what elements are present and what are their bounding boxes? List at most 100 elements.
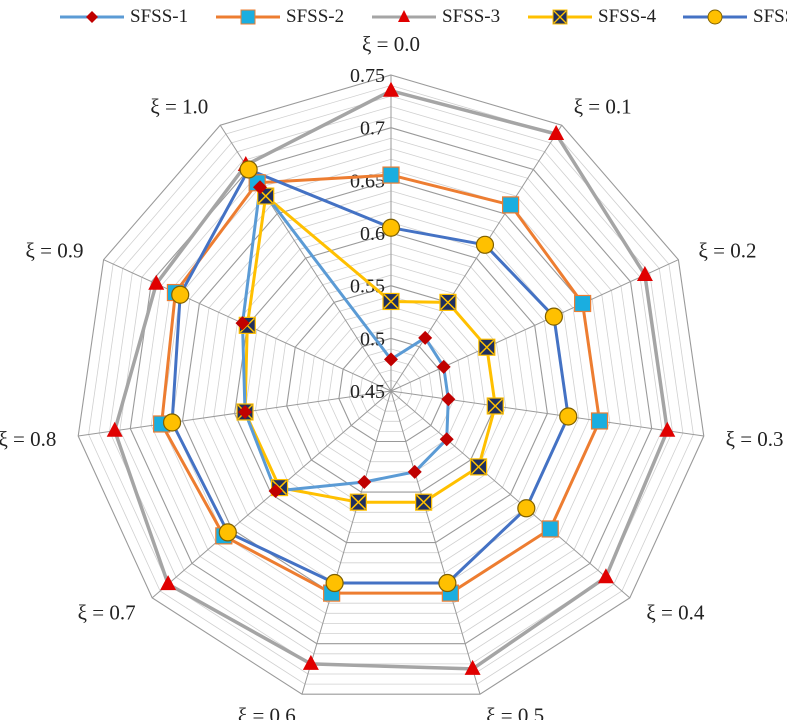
- radial-tick-label: 0.55: [350, 276, 385, 298]
- grid-ring-minor: [296, 295, 486, 483]
- legend-item-sfss-3: SFSS-3: [372, 3, 500, 31]
- series-line-sfss-2: [160, 173, 601, 595]
- marker-sfss-5: [517, 499, 536, 518]
- legend-item-sfss-5: SFSS-5: [683, 3, 787, 31]
- marker-sfss-5: [325, 573, 344, 593]
- category-label: ξ = 0.7: [78, 600, 136, 624]
- marker-sfss-3: [160, 575, 177, 591]
- marker-sfss-3: [548, 125, 565, 141]
- marker-sfss-5: [218, 523, 237, 542]
- series-line-sfss-5: [170, 168, 570, 585]
- marker-sfss-1: [439, 432, 454, 447]
- marker-sfss-4-cross: [487, 398, 503, 414]
- marker-sfss-5: [438, 573, 457, 593]
- grid-ring-minor: [317, 316, 465, 463]
- marker-sfss-1: [384, 352, 398, 367]
- marker-sfss-1: [357, 474, 372, 489]
- radial-tick-label: 0.45: [350, 381, 385, 403]
- marker-sfss-5: [544, 307, 563, 326]
- grid-ring-minor: [140, 137, 642, 634]
- marker-sfss-4-cross: [383, 293, 399, 309]
- marker-sfss-1: [268, 484, 283, 499]
- marker-sfss-4-cross: [471, 459, 487, 475]
- legend-label-sfss-3: SFSS-3: [442, 6, 501, 27]
- category-label: ξ = 0.3: [726, 427, 784, 451]
- legend-item-sfss-4: SFSS-4: [528, 3, 656, 31]
- grid-ring-major: [77, 74, 705, 695]
- marker-sfss-2: [590, 412, 609, 430]
- marker-sfss-2: [501, 196, 520, 214]
- marker-sfss-4-cross: [479, 339, 495, 355]
- marker-sfss-4: [469, 458, 488, 476]
- series-line-sfss-1: [241, 185, 450, 493]
- marker-sfss-4: [382, 292, 400, 311]
- legend: SFSS-1 SFSS-2 SFSS-3 SFSS-4 SFSS-5: [0, 0, 787, 34]
- grid-ring-minor: [369, 369, 413, 412]
- legend-swatch-sfss-3: [372, 10, 436, 22]
- marker-sfss-5: [475, 235, 495, 254]
- legend-label-sfss-4: SFSS-4: [598, 6, 657, 27]
- category-label: ξ = 0.4: [646, 600, 704, 624]
- grid-ring-minor: [150, 148, 632, 624]
- legend-swatch-sfss-1: [60, 11, 124, 23]
- grid-ring-minor: [380, 380, 402, 402]
- grid-ring-minor: [88, 85, 694, 685]
- grid-spoke: [390, 390, 481, 695]
- grid-spoke: [78, 390, 392, 437]
- grid-ring-minor: [171, 169, 611, 604]
- radial-tick-label: 0.65: [350, 170, 385, 192]
- grid-ring-minor: [265, 264, 517, 513]
- grid-ring-minor: [223, 222, 559, 554]
- marker-sfss-4: [478, 338, 496, 356]
- marker-sfss-2: [382, 166, 400, 184]
- marker-sfss-4-cross: [258, 188, 274, 204]
- marker-sfss-3: [148, 274, 165, 290]
- marker-sfss-1: [418, 330, 433, 345]
- series-line-sfss-3: [112, 89, 670, 671]
- legend-label-sfss-1: SFSS-1: [130, 6, 189, 27]
- category-labels: ξ = 0.0 ξ = 0.1 ξ = 0.2 ξ = 0.3 ξ = 0.4 ξ = 0…: [0, 32, 784, 720]
- grid-ring-minor: [255, 253, 527, 523]
- grid-ring-minor: [98, 95, 684, 675]
- marker-sfss-3: [302, 654, 319, 670]
- marker-sfss-4-cross: [350, 494, 366, 510]
- series-markers: [106, 81, 676, 675]
- marker-sfss-1: [436, 359, 451, 374]
- marker-sfss-5: [239, 160, 258, 179]
- grid-spoke: [390, 390, 704, 437]
- grid-spoke: [301, 390, 392, 695]
- category-label: ξ = 0.8: [0, 427, 56, 451]
- category-label: ξ = 0.5: [486, 703, 544, 720]
- marker-sfss-4-cross: [416, 494, 432, 510]
- legend-label-sfss-5: SFSS-5: [753, 6, 787, 27]
- series-group: [112, 89, 670, 671]
- marker-sfss-5: [381, 218, 401, 237]
- grid-ring-minor: [119, 116, 663, 655]
- marker-sfss-1: [253, 180, 268, 195]
- grid-ring-major: [129, 127, 653, 645]
- marker-sfss-4: [439, 293, 457, 311]
- marker-sfss-1: [238, 404, 253, 419]
- marker-sfss-3: [464, 659, 481, 675]
- radial-tick-label: 0.7: [360, 118, 385, 140]
- grid-ring-major: [234, 232, 548, 544]
- marker-sfss-5: [162, 413, 182, 432]
- grid-ring-minor: [327, 327, 455, 453]
- category-label: ξ = 0.6: [238, 703, 296, 720]
- category-label: ξ = 1.0: [150, 95, 208, 119]
- category-label: ξ = 0.0: [362, 32, 420, 56]
- marker-sfss-5: [559, 407, 578, 426]
- marker-sfss-3: [659, 421, 676, 437]
- marker-sfss-1: [407, 464, 422, 479]
- marker-sfss-2: [541, 520, 559, 538]
- category-label: ξ = 0.2: [699, 239, 757, 263]
- marker-sfss-3: [597, 568, 614, 584]
- marker-sfss-3: [383, 81, 399, 97]
- grid-spoke: [390, 390, 631, 599]
- grid-ring-minor: [359, 358, 423, 422]
- marker-sfss-4: [415, 493, 433, 511]
- marker-sfss-2: [574, 294, 592, 313]
- category-label: ξ = 0.9: [26, 239, 84, 263]
- radial-tick-label: 0.75: [350, 65, 385, 87]
